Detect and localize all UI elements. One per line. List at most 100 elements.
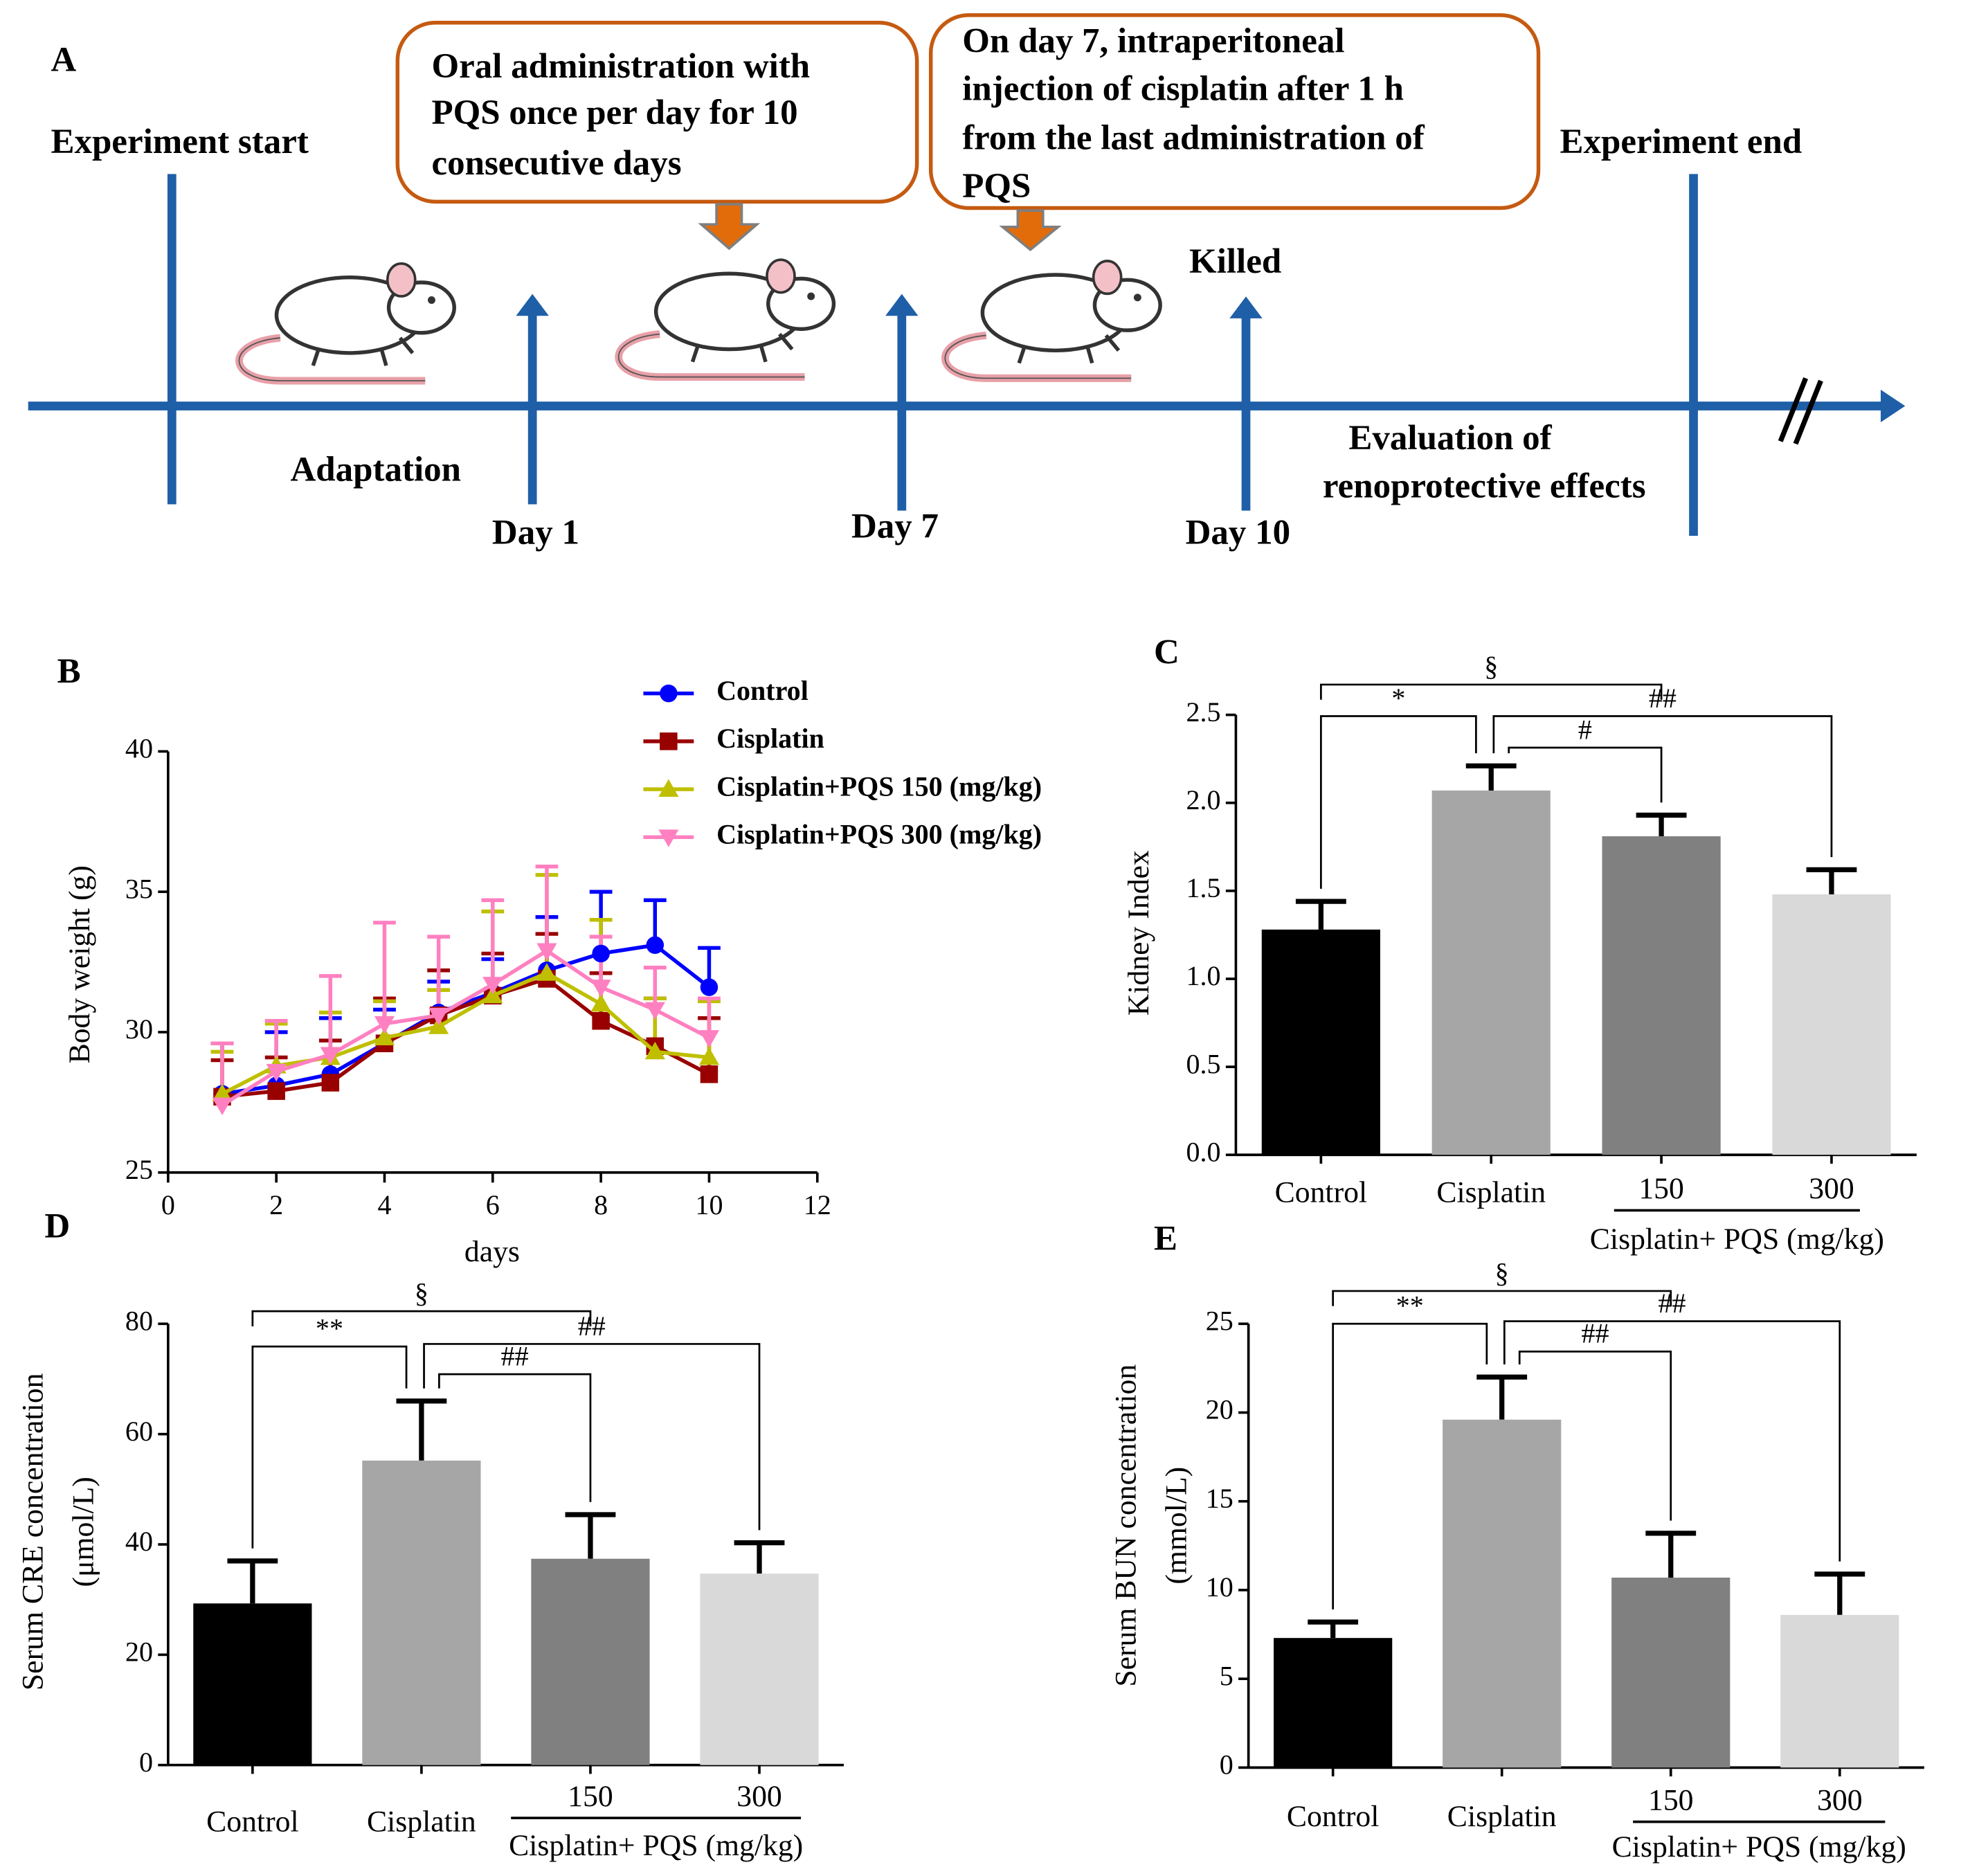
- box-text: Oral administration with: [431, 47, 810, 86]
- box-text: PQS once per day for 10: [431, 93, 797, 132]
- x-tick-label: 2: [269, 1189, 283, 1220]
- y-axis-label: Serum CRE concentration: [17, 1373, 50, 1690]
- y-tick-label: 1.0: [1186, 960, 1221, 991]
- x-tick-label: Cisplatin: [367, 1805, 476, 1838]
- legend-label: Cisplatin: [716, 723, 824, 754]
- marker: [212, 1083, 233, 1102]
- mouse: [619, 260, 834, 377]
- x-tick-label: Control: [1275, 1176, 1368, 1209]
- bar: [1780, 1614, 1899, 1768]
- day-label: Day 10: [1186, 514, 1291, 552]
- x-tick-label: 300: [1817, 1783, 1863, 1816]
- marker: [320, 1047, 341, 1065]
- significance-label: **: [316, 1313, 343, 1344]
- x-tick-label: 6: [486, 1189, 500, 1220]
- significance-bracket: [1503, 1320, 1841, 1562]
- significance-bracket: [1319, 683, 1663, 700]
- significance-bracket: [1332, 1322, 1488, 1609]
- box-text: On day 7, intraperitoneal: [962, 21, 1344, 60]
- mouse: [945, 261, 1160, 378]
- y-tick-label: 35: [125, 873, 153, 904]
- legend-label: Cisplatin+PQS 300 (mg/kg): [716, 818, 1042, 849]
- marker: [536, 963, 557, 981]
- bar: [1261, 929, 1380, 1155]
- y-tick-label: 25: [1206, 1305, 1233, 1336]
- marker: [698, 1030, 720, 1048]
- break-mark: [1778, 377, 1823, 445]
- y-tick-label: 0: [139, 1747, 153, 1778]
- x-tick-label: 150: [568, 1780, 613, 1813]
- significance-label: §: [1495, 1257, 1509, 1288]
- significance-label: ##: [1649, 683, 1677, 714]
- marker: [428, 1007, 449, 1026]
- error-bar: [396, 1398, 447, 1461]
- series-line: [221, 971, 710, 1096]
- series-line: [221, 948, 710, 1107]
- marker: [592, 1012, 610, 1030]
- bar: [700, 1573, 819, 1765]
- y-tick-label: 0.5: [1186, 1048, 1221, 1079]
- marker: [536, 943, 557, 961]
- error-bar: [1476, 1374, 1528, 1420]
- marker: [698, 1047, 720, 1065]
- error-bar: [1806, 867, 1857, 894]
- y-axis-label: Body weight (g): [63, 865, 96, 1063]
- error-bar: [427, 935, 451, 1016]
- marker: [374, 1016, 395, 1034]
- killed-label: Killed: [1189, 242, 1281, 281]
- bar: [362, 1460, 481, 1765]
- y-axis-label: Serum BUN concentration: [1110, 1364, 1143, 1687]
- significance-label: ##: [1659, 1288, 1686, 1319]
- y-tick-label: 25: [125, 1154, 153, 1185]
- bar: [1611, 1577, 1730, 1768]
- legend-marker: [660, 732, 678, 750]
- error-bar: [535, 864, 559, 951]
- significance-bracket: [1518, 1350, 1672, 1521]
- x-tick-label: 4: [377, 1189, 391, 1220]
- timeline: [28, 174, 1906, 536]
- y-tick-label: 40: [125, 733, 153, 764]
- error-bar: [565, 1512, 616, 1559]
- error-bar: [318, 974, 342, 1055]
- error-bar: [1295, 899, 1346, 930]
- group-label: Cisplatin+ PQS (mg/kg): [1590, 1223, 1884, 1256]
- marker: [321, 1074, 340, 1092]
- phase-label: Adaptation: [290, 451, 460, 489]
- marker: [700, 1065, 719, 1083]
- significance-bracket: [423, 1343, 761, 1531]
- panel-label: A: [51, 41, 76, 80]
- error-bar: [481, 898, 505, 985]
- significance-bracket: [1319, 715, 1477, 889]
- marker: [590, 980, 611, 998]
- panel-a: A Experiment start Experiment end Oral a…: [28, 13, 1906, 552]
- x-tick-label: Control: [206, 1805, 299, 1838]
- y-axis-label: (μmol/L): [66, 1477, 100, 1587]
- arrow: [698, 203, 761, 251]
- bar: [193, 1603, 312, 1765]
- panel-label: E: [1154, 1220, 1177, 1259]
- legend-label: Cisplatin+PQS 150 (mg/kg): [716, 770, 1042, 802]
- panel-label: D: [44, 1207, 70, 1245]
- y-tick-label: 1.5: [1186, 872, 1221, 903]
- x-tick-label: 10: [695, 1189, 723, 1220]
- y-axis-label: (mmol/L): [1160, 1467, 1193, 1585]
- series-line: [222, 976, 710, 1099]
- y-tick-label: 20: [125, 1636, 153, 1668]
- legend-marker: [658, 779, 679, 797]
- significance-label: §: [1484, 651, 1498, 682]
- marker: [644, 1002, 665, 1020]
- y-tick-label: 40: [125, 1526, 153, 1557]
- bar: [1443, 1419, 1562, 1768]
- x-axis-label: days: [464, 1235, 520, 1268]
- day-label: Day 1: [492, 514, 579, 552]
- significance-label: §: [415, 1277, 428, 1308]
- y-tick-label: 2.0: [1186, 784, 1221, 815]
- marker: [646, 936, 665, 955]
- x-tick-label: Cisplatin: [1447, 1800, 1557, 1833]
- marker: [267, 1082, 285, 1100]
- panel-label: C: [1154, 633, 1180, 672]
- series-line: [222, 943, 711, 1096]
- error-bar: [1645, 1531, 1697, 1578]
- significance-bracket: [251, 1345, 408, 1549]
- y-tick-label: 0: [1220, 1749, 1233, 1780]
